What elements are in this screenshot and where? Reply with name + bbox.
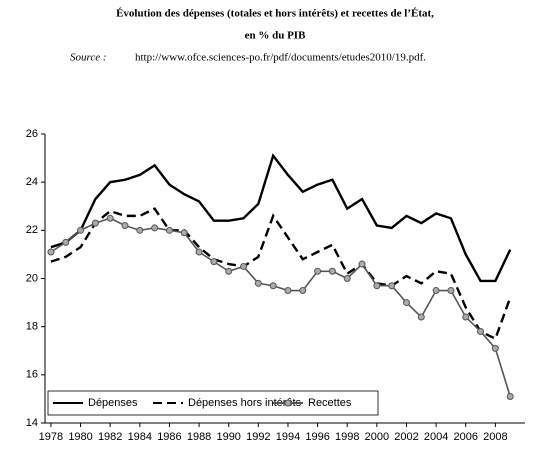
x-tick-label: 1988	[187, 431, 211, 443]
x-tick-label: 1996	[305, 431, 329, 443]
data-point	[373, 282, 381, 290]
x-tick-label: 1980	[68, 431, 92, 443]
series-line	[50, 153, 512, 283]
chart-title: Évolution des dépenses (totales et hors …	[116, 8, 434, 20]
data-point	[432, 287, 440, 295]
y-tick-label: 26	[26, 128, 38, 140]
x-tick-label: 1984	[128, 431, 152, 443]
legend-marker	[284, 399, 292, 407]
source-label: Source :	[70, 52, 107, 64]
data-point	[314, 267, 322, 275]
data-point	[506, 393, 514, 401]
x-tick-label: 2002	[394, 431, 418, 443]
data-point	[462, 313, 470, 321]
x-tick-label: 1986	[157, 431, 181, 443]
legend-label: Recettes	[308, 397, 352, 409]
x-tick-label: 2008	[483, 431, 507, 443]
data-point	[195, 248, 203, 256]
data-point	[77, 226, 85, 234]
data-point	[106, 214, 114, 222]
data-point	[91, 219, 99, 227]
chart-title: en % du PIB	[245, 30, 306, 42]
y-tick-label: 22	[26, 224, 38, 236]
data-point	[121, 222, 129, 230]
data-point	[210, 258, 218, 266]
source-url: http://www.ofce.sciences-po.fr/pdf/docum…	[135, 52, 426, 64]
series-line	[50, 207, 512, 341]
data-point	[47, 248, 55, 256]
x-tick-label: 1982	[98, 431, 122, 443]
data-point	[254, 279, 262, 287]
x-tick-label: 1978	[39, 431, 63, 443]
x-tick-label: 1992	[246, 431, 270, 443]
data-point	[284, 287, 292, 295]
legend-label: Dépenses	[88, 397, 138, 409]
x-tick-label: 2000	[365, 431, 389, 443]
series-line	[50, 217, 511, 397]
data-point	[417, 313, 425, 321]
x-tick-label: 1990	[216, 431, 240, 443]
data-point	[151, 224, 159, 232]
y-tick-label: 20	[26, 272, 38, 284]
y-tick-label: 16	[26, 369, 38, 381]
data-point	[165, 226, 173, 234]
data-point	[402, 299, 410, 307]
y-tick-label: 24	[26, 176, 38, 188]
data-point	[225, 267, 233, 275]
data-point	[388, 282, 396, 290]
data-point	[477, 327, 485, 335]
data-point	[269, 282, 277, 290]
data-point	[343, 275, 351, 282]
y-tick-label: 18	[26, 321, 38, 333]
x-tick-label: 1998	[335, 431, 359, 443]
x-tick-label: 1994	[276, 431, 300, 443]
data-point	[358, 260, 366, 268]
legend-label: Dépenses hors intérêts	[188, 397, 302, 409]
data-point	[180, 229, 188, 237]
data-point	[491, 344, 499, 352]
data-point	[447, 287, 455, 295]
y-tick-label: 14	[26, 417, 38, 429]
data-point	[328, 267, 336, 275]
data-point	[299, 287, 307, 295]
x-tick-label: 2004	[424, 431, 448, 443]
x-tick-label: 2006	[453, 431, 477, 443]
data-point	[240, 262, 248, 270]
data-point	[62, 238, 70, 246]
legend-box	[47, 390, 379, 416]
data-point	[136, 226, 144, 234]
